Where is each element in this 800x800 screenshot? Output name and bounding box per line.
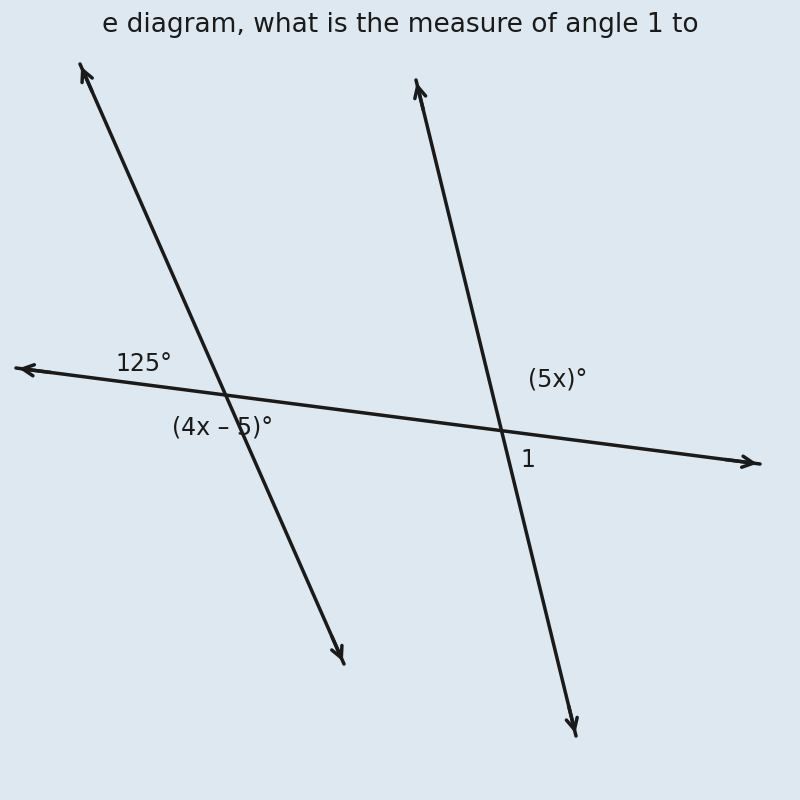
Text: 125°: 125°: [115, 352, 172, 376]
Text: 1: 1: [520, 448, 535, 472]
Text: e diagram, what is the measure of angle 1 to: e diagram, what is the measure of angle …: [102, 12, 698, 38]
Text: (5x)°: (5x)°: [528, 368, 587, 392]
Text: (4x – 5)°: (4x – 5)°: [172, 416, 273, 440]
